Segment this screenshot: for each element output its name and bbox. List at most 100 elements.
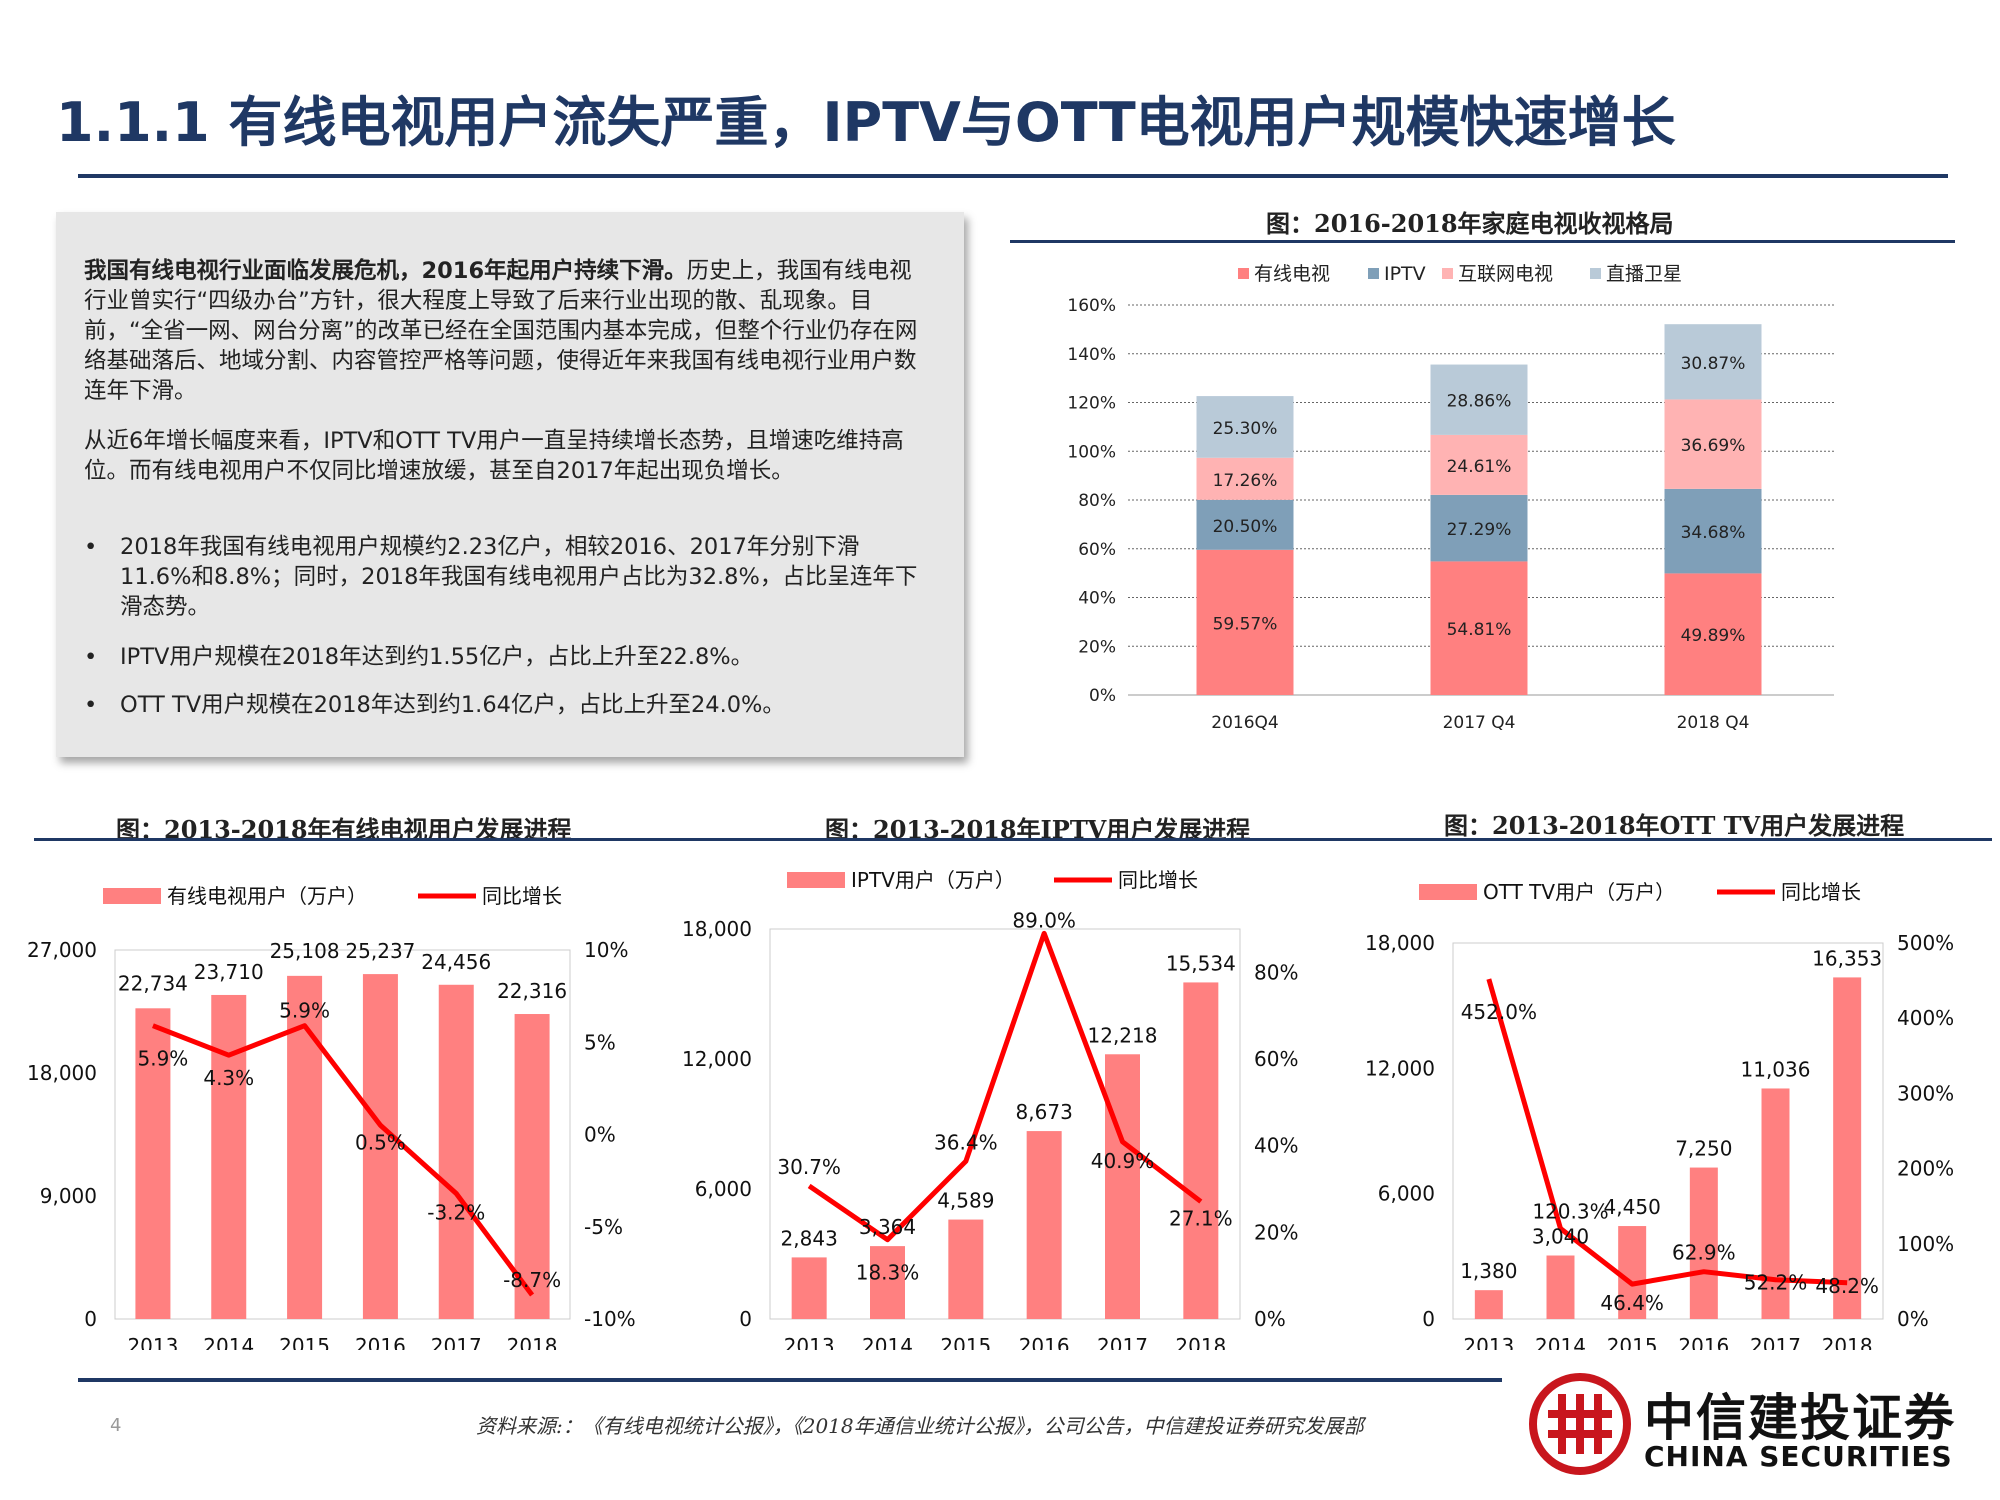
line-value-label: 62.9%	[1672, 1241, 1736, 1265]
x-tick-label: 2018	[1175, 1334, 1226, 1350]
y-tick-label: 6,000	[1378, 1182, 1435, 1206]
page-title: 1.1.1 有线电视用户流失严重，IPTV与OTT电视用户规模快速增长	[56, 91, 1676, 154]
legend-label: IPTV	[1384, 263, 1426, 285]
summary-body: 历史上，我国有线电视行业曾实行“四级办台”方针，很大程度上导致了后来行业出现的散…	[84, 258, 918, 404]
bar-value-label: 1,380	[1460, 1259, 1517, 1283]
bar-value-label: 15,534	[1166, 951, 1236, 975]
title-underline	[78, 174, 1948, 178]
bar	[1546, 1255, 1575, 1319]
line-value-label: 48.2%	[1815, 1274, 1879, 1298]
bar-value-label: 22,734	[118, 971, 188, 995]
legend-swatch	[1442, 268, 1453, 279]
y2-tick-label: 500%	[1897, 931, 1954, 955]
stack-segment	[1664, 573, 1762, 695]
line-value-label: 452.0%	[1461, 1000, 1537, 1024]
stack-segment	[1664, 324, 1762, 400]
growth-line	[1486, 978, 1848, 1287]
line-value-label: 30.7%	[777, 1155, 841, 1179]
y2-tick-label: 200%	[1897, 1157, 1954, 1181]
x-tick-label: 2013	[784, 1334, 835, 1350]
y-tick-label: 18,000	[27, 1061, 97, 1085]
legend-swatch	[1368, 268, 1379, 279]
bar-value-label: 25,108	[270, 939, 340, 963]
line-value-label: 4.3%	[203, 1066, 254, 1090]
source-note: 资料来源:：《有线电视统计公报》，《2018年通信业统计公报》，公司公告，中信建…	[476, 1414, 1364, 1438]
growth-line	[807, 930, 1203, 1243]
legend-swatch-bar	[103, 888, 161, 904]
y-tick-label: 6,000	[695, 1177, 752, 1201]
bar	[438, 984, 474, 1319]
bar	[287, 975, 323, 1319]
bar	[870, 1246, 905, 1319]
segment-label: 54.81%	[1447, 620, 1512, 640]
bullet-item: • 2018年我国有线电视用户规模约2.23亿户，相较2016、2017年分别下…	[84, 532, 920, 622]
y2-tick-label: 0%	[1254, 1307, 1286, 1331]
y-tick-label: 18,000	[1365, 931, 1435, 955]
x-tick-label: 2015	[940, 1334, 991, 1350]
y-tick-label: 160%	[1067, 296, 1116, 316]
line-value-label: 46.4%	[1600, 1291, 1664, 1315]
bullet-dot: •	[84, 644, 98, 670]
bullet-text: 2018年我国有线电视用户规模约2.23亿户，相较2016、2017年分别下滑1…	[120, 534, 918, 620]
bar-value-label: 25,237	[345, 939, 415, 963]
line-value-label: 89.0%	[1012, 908, 1076, 932]
bar	[211, 994, 247, 1319]
bar	[362, 974, 398, 1319]
chart-title-rule-stack	[1010, 240, 1955, 243]
line-value-label: -3.2%	[427, 1201, 485, 1225]
bar-value-label: 4,450	[1604, 1195, 1661, 1219]
y2-tick-label: 100%	[1897, 1232, 1954, 1256]
chart-title-stack: 图：2016-2018年家庭电视收视格局	[1266, 209, 1674, 238]
bullet-text: OTT TV用户规模在2018年达到约1.64亿户，占比上升至24.0%。	[120, 692, 785, 718]
x-tick-label: 2016	[1678, 1334, 1729, 1350]
y-tick-label: 12,000	[682, 1047, 752, 1071]
y-tick-label: 80%	[1078, 491, 1116, 511]
plot-frame	[1452, 942, 1884, 1320]
stack-segment	[1196, 396, 1294, 458]
x-tick-label: 2014	[1535, 1334, 1586, 1350]
y-tick-label: 20%	[1078, 637, 1116, 657]
bar-value-label: 12,218	[1088, 1023, 1158, 1047]
x-tick-label: 2014	[862, 1334, 913, 1350]
page-number: 4	[110, 1415, 122, 1436]
stack-segment	[1664, 399, 1762, 489]
summary-textbox: 我国有线电视行业面临发展危机，2016年起用户持续下滑。历史上，我国有线电视行业…	[56, 212, 964, 757]
legend-label-line: 同比增长	[1118, 868, 1198, 892]
logo-text-en: CHINA SECURITIES	[1644, 1440, 1953, 1473]
stack-segment	[1430, 364, 1528, 435]
segment-label: 24.61%	[1447, 457, 1512, 477]
line-value-label: 0.5%	[355, 1130, 406, 1154]
x-tick-label: 2018	[507, 1334, 558, 1350]
x-tick-label: 2013	[1463, 1334, 1514, 1350]
x-tick-label: 2016	[1019, 1334, 1070, 1350]
charts-divider	[34, 838, 1992, 841]
line-value-label: -8.7%	[503, 1268, 561, 1292]
y2-tick-label: 20%	[1254, 1220, 1298, 1244]
line-value-label: 36.4%	[934, 1130, 998, 1154]
legend-swatch	[1238, 268, 1249, 279]
bar	[1474, 1290, 1503, 1319]
bar-value-label: 3,364	[859, 1215, 916, 1239]
bar-value-label: 8,673	[1016, 1100, 1073, 1124]
x-tick-label: 2017	[1750, 1334, 1801, 1350]
bullet-item: • OTT TV用户规模在2018年达到约1.64亿户，占比上升至24.0%。	[84, 690, 920, 720]
y-tick-label: 9,000	[40, 1184, 97, 1208]
segment-label: 59.57%	[1213, 614, 1278, 634]
stack-segment	[1430, 434, 1528, 495]
bar	[514, 1014, 550, 1319]
bullet-text: IPTV用户规模在2018年达到约1.55亿户，占比上升至22.8%。	[120, 644, 754, 670]
bar-value-label: 3,040	[1532, 1224, 1589, 1248]
legend-label-line: 同比增长	[482, 884, 562, 908]
y2-tick-label: 400%	[1897, 1006, 1954, 1030]
line-value-label: 27.1%	[1169, 1207, 1233, 1231]
y-tick-label: 120%	[1067, 394, 1116, 414]
y2-tick-label: 10%	[584, 938, 628, 962]
x-tick-label: 2017 Q4	[1443, 713, 1516, 733]
growth-line	[152, 1023, 535, 1297]
x-tick-label: 2013	[127, 1334, 178, 1350]
plot-frame	[114, 949, 571, 1320]
bar-value-label: 2,843	[781, 1226, 838, 1250]
ott-combo-chart: 0 6,000 12,000 18,000 0% 100% 200% 300% 400% 500%…	[1365, 880, 1954, 1350]
chart-title-ott: 图：2013-2018年OTT TV用户发展进程	[1444, 811, 1905, 840]
stack-segment	[1664, 488, 1762, 574]
